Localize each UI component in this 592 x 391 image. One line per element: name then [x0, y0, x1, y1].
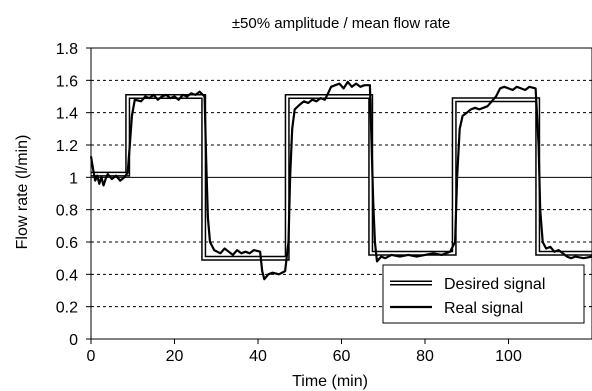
- y-axis-ticks: 0 0.2 0.4 0.6 0.8 1 1.2 1.4 1.6 1.8: [56, 41, 91, 349]
- x-axis-title: Time (min): [292, 373, 368, 390]
- legend-box: [382, 264, 585, 324]
- x-tick-label-0: 0: [87, 348, 96, 365]
- legend: Desired signal Real signal: [382, 264, 585, 324]
- series-layer: [89, 80, 592, 281]
- y-tick-label-2: 0.4: [56, 267, 78, 284]
- y-tick-label-4: 0.8: [56, 203, 78, 220]
- y-tick-label-9: 1.8: [56, 41, 78, 58]
- y-tick-label-7: 1.4: [56, 106, 78, 123]
- y-tick-label-5: 1: [69, 170, 78, 187]
- legend-label-real: Real signal: [444, 300, 523, 317]
- y-tick-label-1: 0.2: [56, 300, 78, 317]
- series-desired-inner: [91, 95, 592, 260]
- x-axis-ticks: 0 20 40 60 80 100: [87, 339, 522, 365]
- x-tick-label-3: 60: [333, 348, 351, 365]
- x-tick-label-1: 20: [166, 348, 184, 365]
- legend-label-desired: Desired signal: [444, 276, 545, 293]
- y-tick-label-3: 0.6: [56, 235, 78, 252]
- x-tick-label-5: 100: [495, 348, 522, 365]
- y-tick-label-6: 1.2: [56, 138, 78, 155]
- y-tick-label-8: 1.6: [56, 73, 78, 90]
- y-axis-title: Flow rate (l/min): [14, 135, 31, 250]
- x-tick-label-2: 40: [249, 348, 267, 365]
- series-real-line: [89, 80, 592, 281]
- y-tick-label-0: 0: [69, 332, 78, 349]
- chart-title: ±50% amplitude / mean flow rate: [232, 15, 450, 32]
- x-tick-label-4: 80: [416, 348, 434, 365]
